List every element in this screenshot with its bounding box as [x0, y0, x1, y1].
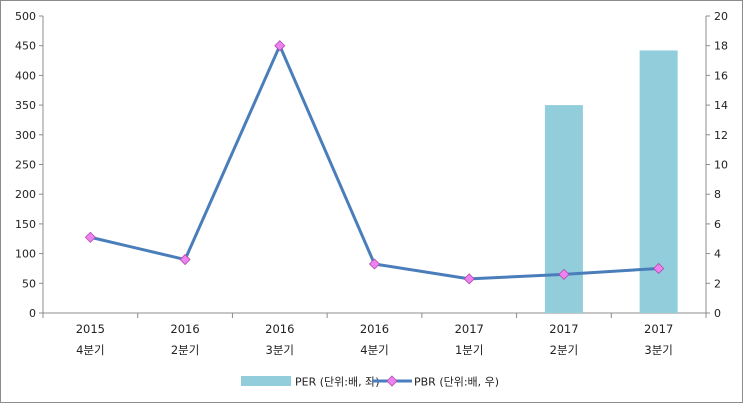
pbr-line [84, 40, 665, 285]
legend-pbr-marker [386, 375, 398, 387]
x-tick-label-year: 2017 [549, 322, 578, 336]
legend-pbr-label: PBR (단위:배, 우) [414, 376, 499, 389]
x-tick-label-quarter: 2분기 [171, 343, 199, 357]
y-right-tick-label: 16 [714, 69, 728, 82]
per-bar [544, 105, 583, 313]
x-tick-label-quarter: 4분기 [360, 343, 388, 357]
legend-per-label: PER (단위:배, 좌) [295, 376, 380, 389]
pbr-point [463, 273, 475, 285]
y-right-tick-label: 18 [714, 40, 728, 53]
y-left-tick-label: 100 [15, 248, 36, 261]
y-right-tick-label: 6 [714, 218, 721, 231]
x-tick-label-year: 2016 [170, 322, 199, 336]
y-left-tick-label: 0 [29, 307, 36, 320]
axes: 0 50 100 150 200 250 300 350 400 450 500 0 2 4 6 8 10 12 1… [15, 10, 728, 357]
y-left-tick-label: 50 [22, 277, 36, 290]
y-right-tick-label: 8 [714, 188, 721, 201]
pbr-point [368, 258, 381, 270]
y-left-tick-label: 450 [15, 40, 36, 53]
x-tick-label-quarter: 1분기 [455, 343, 483, 357]
y-left-tick-label: 200 [15, 188, 36, 201]
x-tick-label-year: 2016 [265, 322, 294, 336]
y-right-tick-label: 4 [714, 248, 721, 261]
pbr-point [84, 231, 96, 243]
y-left-tick-label: 250 [15, 159, 36, 172]
pbr-point [179, 253, 191, 266]
x-tick-label-year: 2016 [360, 322, 389, 336]
y-left-tick-label: 500 [15, 10, 36, 23]
x-tick-label-quarter: 3분기 [266, 343, 294, 357]
y-left-tick-label: 300 [15, 129, 36, 142]
pbr-point [274, 40, 286, 52]
y-right-tick-label: 20 [714, 10, 728, 23]
x-tick-label-year: 2017 [644, 322, 673, 336]
x-tick-label-year: 2015 [76, 322, 105, 336]
legend-per-swatch [241, 376, 291, 386]
y-right-tick-label: 12 [714, 129, 728, 142]
y-right-tick-label: 10 [714, 159, 728, 172]
y-right-tick-label: 2 [714, 277, 721, 290]
pbr-point [653, 262, 665, 275]
y-left-tick-label: 400 [15, 69, 36, 82]
y-left-tick-label: 150 [15, 218, 36, 231]
y-right-tick-label: 14 [714, 99, 728, 112]
x-tick-label-quarter: 3분기 [644, 343, 672, 357]
y-right-tick-label: 0 [714, 307, 721, 320]
x-tick-label-year: 2017 [455, 322, 484, 336]
y-left-tick-label: 350 [15, 99, 36, 112]
x-tick-label-quarter: 4분기 [76, 343, 104, 357]
legend: PER (단위:배, 좌) PBR (단위:배, 우) [241, 375, 499, 389]
x-tick-label-quarter: 2분기 [550, 343, 578, 357]
pbr-point [558, 268, 570, 280]
